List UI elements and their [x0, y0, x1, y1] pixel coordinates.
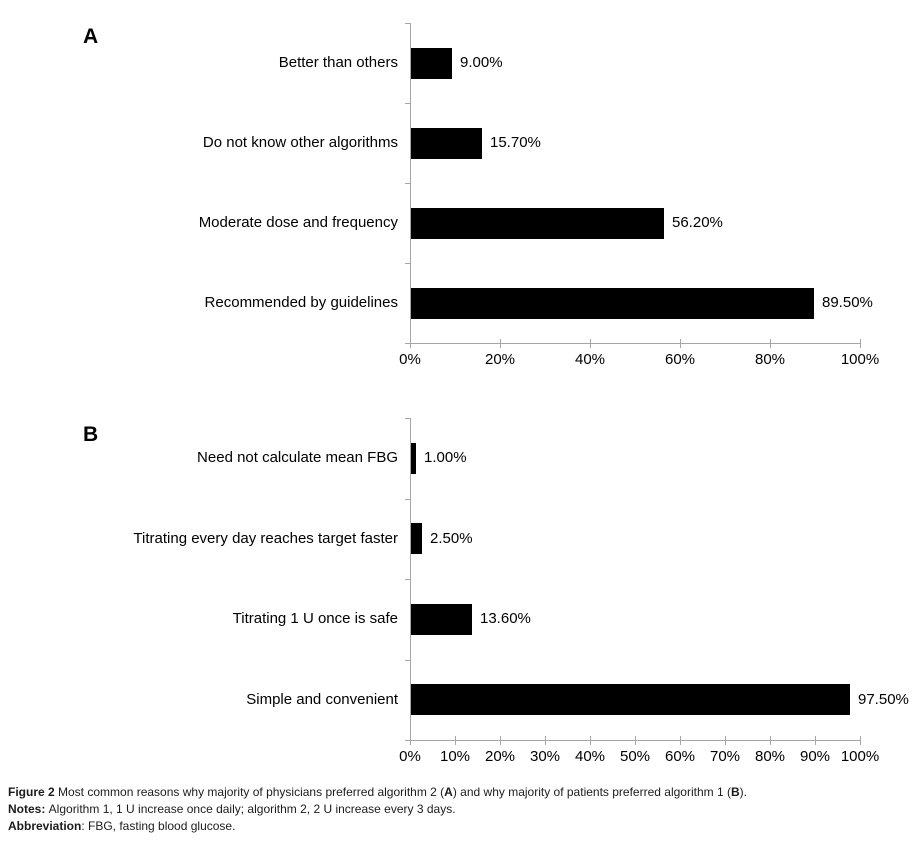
- bar: [411, 684, 850, 715]
- value-axis-tick-label: 40%: [574, 351, 606, 368]
- category-axis-tick: [405, 418, 411, 419]
- category-label: Recommended by guidelines: [204, 294, 398, 311]
- category-label: Better than others: [278, 54, 398, 71]
- value-axis-tick-label: 90%: [799, 748, 831, 765]
- category-axis-tick: [405, 499, 411, 500]
- value-axis-tick: [860, 339, 861, 348]
- value-axis-tick: [680, 736, 681, 745]
- value-axis-tick-label: 60%: [664, 748, 696, 765]
- value-axis-tick: [545, 736, 546, 745]
- value-label: 56.20%: [672, 214, 723, 231]
- category-axis-tick: [405, 343, 411, 344]
- caption-bold-text: Notes:: [8, 802, 49, 816]
- category-label: Need not calculate mean FBG: [197, 449, 398, 466]
- value-axis-tick-label: 0%: [399, 351, 421, 368]
- bar: [411, 443, 416, 474]
- category-axis-tick: [405, 23, 411, 24]
- caption-bold-text: Figure 2: [8, 785, 59, 799]
- value-axis-tick-label: 30%: [529, 748, 561, 765]
- category-axis-tick: [405, 660, 411, 661]
- caption-text: ) and why majority of patients preferred…: [452, 785, 731, 799]
- category-axis-tick: [405, 183, 411, 184]
- category-label: Moderate dose and frequency: [198, 214, 398, 231]
- value-axis-tick-label: 60%: [664, 351, 696, 368]
- category-label: Titrating every day reaches target faste…: [133, 530, 398, 547]
- bar: [411, 604, 472, 635]
- caption-bold-text: Abbreviation: [8, 819, 82, 833]
- category-label: Simple and convenient: [246, 691, 398, 708]
- value-axis-tick: [410, 339, 411, 348]
- value-axis-tick-label: 50%: [619, 748, 651, 765]
- category-label: Titrating 1 U once is safe: [232, 610, 398, 627]
- value-axis-tick: [590, 736, 591, 745]
- value-axis-tick: [590, 339, 591, 348]
- value-axis-tick-label: 40%: [574, 748, 606, 765]
- figure-caption: Figure 2 Most common reasons why majorit…: [8, 784, 908, 835]
- caption-text: Algorithm 1, 1 U increase once daily; al…: [48, 802, 456, 816]
- value-axis-tick-label: 10%: [439, 748, 471, 765]
- caption-line: Abbreviation: FBG, fasting blood glucose…: [8, 818, 908, 835]
- value-label: 89.50%: [822, 294, 873, 311]
- value-axis-tick: [860, 736, 861, 745]
- caption-text: : FBG, fasting blood glucose.: [81, 819, 236, 833]
- bar: [411, 48, 452, 79]
- value-label: 1.00%: [424, 449, 467, 466]
- category-axis-tick: [405, 740, 411, 741]
- value-axis-tick: [770, 339, 771, 348]
- value-label: 13.60%: [480, 610, 531, 627]
- value-axis-tick-label: 80%: [754, 351, 786, 368]
- caption-text: Most common reasons why majority of phys…: [58, 785, 445, 799]
- caption-bold-text: B: [730, 785, 740, 799]
- panel-b-label: B: [83, 423, 99, 446]
- value-axis-tick-label: 100%: [840, 351, 880, 368]
- caption-text: ).: [739, 785, 747, 799]
- value-axis-tick: [500, 339, 501, 348]
- value-axis-tick-label: 70%: [709, 748, 741, 765]
- bar: [411, 128, 482, 159]
- category-axis-tick: [405, 579, 411, 580]
- bar: [411, 523, 422, 554]
- value-label: 9.00%: [460, 54, 503, 71]
- value-axis-tick-label: 0%: [399, 748, 421, 765]
- bar: [411, 288, 814, 319]
- category-axis-tick: [405, 103, 411, 104]
- value-axis-tick: [410, 736, 411, 745]
- panel-a-label: A: [83, 25, 99, 48]
- caption-line: Figure 2 Most common reasons why majorit…: [8, 784, 908, 801]
- value-label: 2.50%: [430, 530, 473, 547]
- value-axis-tick-label: 80%: [754, 748, 786, 765]
- value-label: 97.50%: [858, 691, 909, 708]
- value-axis-tick: [500, 736, 501, 745]
- value-axis-tick-label: 20%: [484, 351, 516, 368]
- value-axis-tick: [815, 736, 816, 745]
- caption-line: Notes: Algorithm 1, 1 U increase once da…: [8, 801, 908, 818]
- value-axis-tick: [680, 339, 681, 348]
- value-axis-tick: [725, 736, 726, 745]
- value-axis-tick: [455, 736, 456, 745]
- value-axis-line: [410, 343, 861, 344]
- value-label: 15.70%: [490, 134, 541, 151]
- value-axis-tick-label: 100%: [840, 748, 880, 765]
- value-axis-tick: [635, 736, 636, 745]
- category-label: Do not know other algorithms: [202, 134, 398, 151]
- value-axis-tick-label: 20%: [484, 748, 516, 765]
- bar: [411, 208, 664, 239]
- caption-bold-text: A: [444, 785, 453, 799]
- value-axis-tick: [770, 736, 771, 745]
- category-axis-tick: [405, 263, 411, 264]
